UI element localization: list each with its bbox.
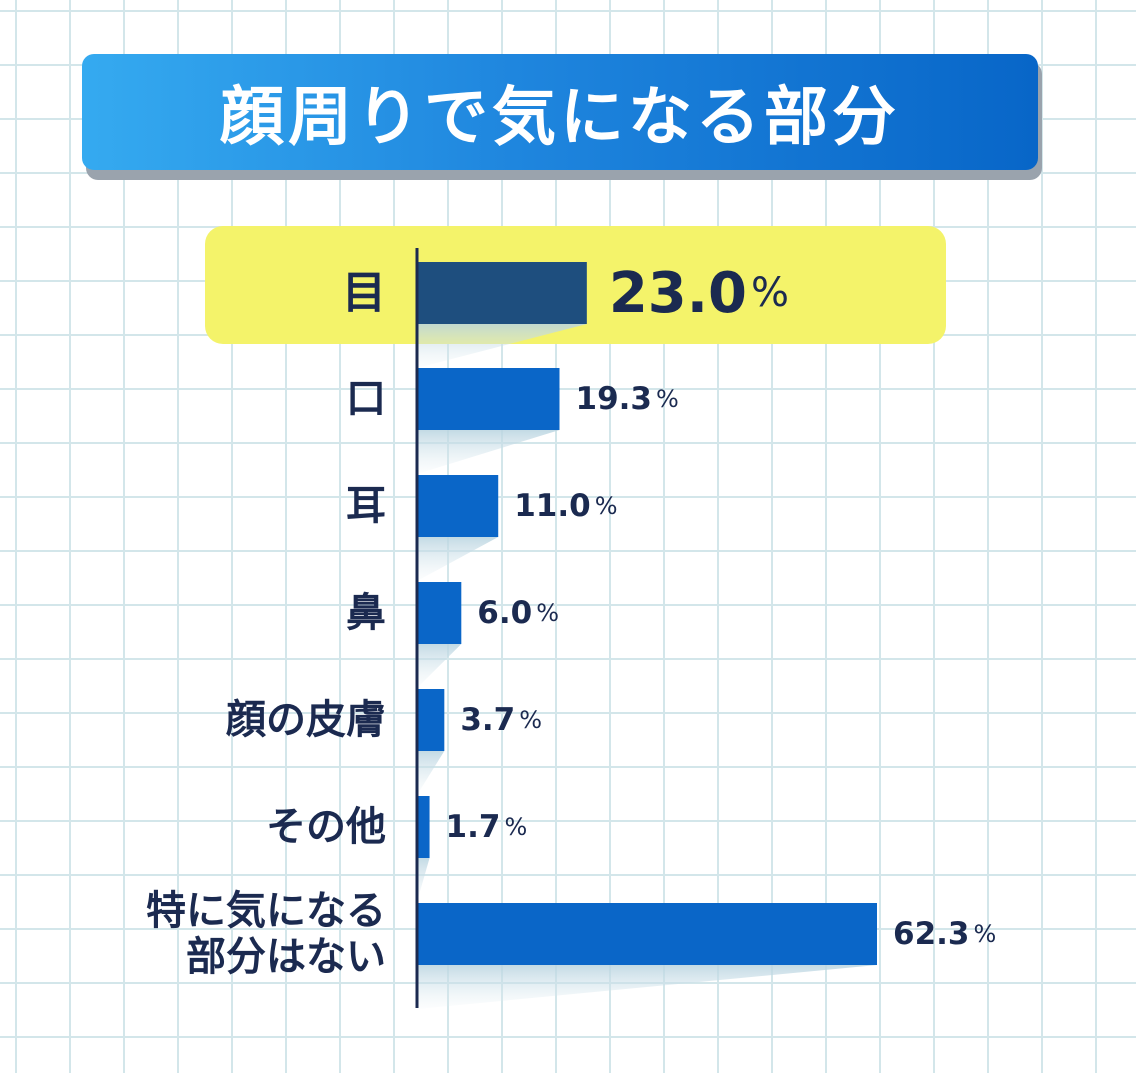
value-label: 19.3% xyxy=(576,381,679,417)
category-label: 部分はない xyxy=(186,934,386,980)
bar-shadow xyxy=(417,644,462,688)
category-label: 鼻 xyxy=(346,590,386,636)
category-label: 特に気になる xyxy=(146,888,386,934)
category-label: その他 xyxy=(266,804,386,850)
category-label: 顔の皮膚 xyxy=(226,697,386,743)
bar xyxy=(417,796,430,858)
bar xyxy=(417,689,445,751)
chart-title: 顔周りで気になる部分 xyxy=(220,81,900,155)
category-label: 目 xyxy=(342,268,386,319)
value-label: 11.0% xyxy=(514,488,617,524)
bar xyxy=(417,903,877,965)
title-banner: 顔周りで気になる部分 xyxy=(82,54,1038,170)
bar xyxy=(417,475,499,537)
category-label: 耳 xyxy=(346,483,386,529)
bar-shadow xyxy=(417,965,877,1009)
value-label: 23.0% xyxy=(609,261,789,326)
category-label: 口 xyxy=(346,376,386,422)
value-label: 3.7% xyxy=(460,702,542,738)
value-label: 62.3% xyxy=(893,916,996,952)
value-label: 1.7% xyxy=(446,809,528,845)
bar xyxy=(417,582,462,644)
value-label: 6.0% xyxy=(477,595,559,631)
bar-shadow xyxy=(417,858,430,902)
bar xyxy=(417,368,560,430)
bar-shadow xyxy=(417,751,445,795)
bar-shadow xyxy=(417,324,587,368)
bar xyxy=(417,262,587,324)
bar-shadow xyxy=(417,537,499,581)
bar-shadow xyxy=(417,430,560,474)
